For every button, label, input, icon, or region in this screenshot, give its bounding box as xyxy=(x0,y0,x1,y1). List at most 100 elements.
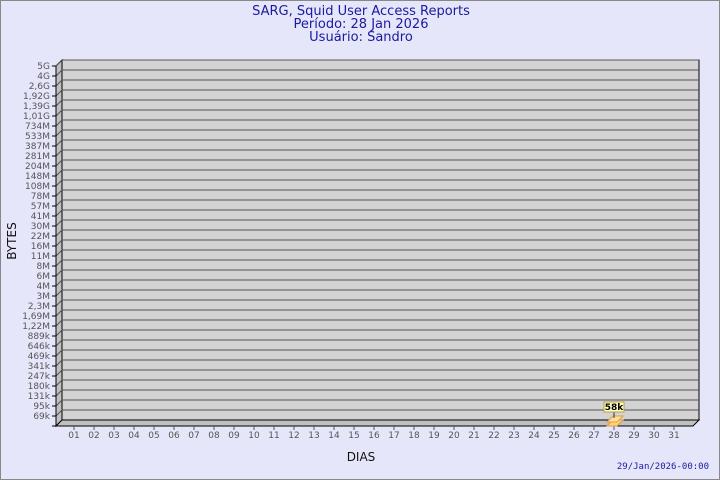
floor xyxy=(54,419,701,427)
gridline xyxy=(55,279,699,287)
x-tick-label: 07 xyxy=(188,431,199,441)
x-tick-label: 06 xyxy=(168,431,180,441)
gridline xyxy=(55,339,699,347)
gridline xyxy=(55,199,699,207)
y-tick-label: 4G xyxy=(37,72,50,82)
y-tick-label: 95k xyxy=(33,402,50,412)
y-axis-label: BYTES xyxy=(5,222,19,259)
y-tick-label: 533M xyxy=(25,132,50,142)
gridline xyxy=(55,229,699,237)
x-tick-label: 01 xyxy=(68,431,79,441)
x-tick-label: 04 xyxy=(128,431,140,441)
y-tick-label: 1,92G xyxy=(23,92,50,102)
gridline xyxy=(55,349,699,357)
x-tick-label: 30 xyxy=(648,431,660,441)
x-tick-label: 05 xyxy=(148,431,159,441)
y-tick-label: 69k xyxy=(33,412,50,422)
x-tick-label: 21 xyxy=(468,431,479,441)
y-tick-label: 2,6G xyxy=(29,82,50,92)
y-tick-label: 247k xyxy=(28,372,51,382)
y-tick-label: 4M xyxy=(37,282,51,292)
gridline xyxy=(55,329,699,337)
y-tick-label: 41M xyxy=(31,212,50,222)
x-tick-label: 19 xyxy=(428,431,440,441)
x-tick-label: 18 xyxy=(408,431,420,441)
y-tick-label: 2,3M xyxy=(28,302,50,312)
gridline xyxy=(55,189,699,197)
gridline xyxy=(55,359,699,367)
y-tick-label: 180k xyxy=(28,382,51,392)
gridline xyxy=(55,119,699,127)
y-tick-label: 108M xyxy=(25,182,50,192)
y-tick-label: 1,39G xyxy=(23,102,50,112)
gridline xyxy=(55,289,699,297)
gridline xyxy=(55,79,699,87)
gridline xyxy=(55,149,699,157)
y-tick-label: 1,69M xyxy=(22,312,50,322)
y-tick-label: 889k xyxy=(28,332,51,342)
gridline xyxy=(55,249,699,257)
gridline xyxy=(55,309,699,317)
x-tick-label: 24 xyxy=(528,431,540,441)
y-tick-label: 8M xyxy=(37,262,51,272)
x-tick-label: 28 xyxy=(608,431,620,441)
y-tick-label: 646k xyxy=(28,342,51,352)
chart-period: Período: 28 Jan 2026 xyxy=(293,17,429,32)
gridline xyxy=(55,59,699,67)
y-tick-label: 734M xyxy=(25,122,50,132)
y-tick-label: 5G xyxy=(37,62,50,72)
gridline xyxy=(55,99,699,107)
gridline xyxy=(55,69,699,77)
gridline xyxy=(55,259,699,267)
bar-top-28 xyxy=(605,415,625,423)
gridline xyxy=(55,89,699,97)
x-tick-label: 16 xyxy=(368,431,380,441)
chart-user: Usuário: Sandro xyxy=(309,30,413,45)
data-label: 58k xyxy=(605,403,625,413)
y-tick-label: 1,22M xyxy=(22,322,50,332)
y-tick-label: 341k xyxy=(28,362,51,372)
y-tick-label: 30M xyxy=(31,222,50,232)
gridline xyxy=(55,169,699,177)
gridline xyxy=(55,399,699,407)
gridline xyxy=(55,409,699,417)
x-tick-label: 02 xyxy=(88,431,99,441)
x-tick-label: 10 xyxy=(248,431,260,441)
gridline xyxy=(55,369,699,377)
y-tick-label: 78M xyxy=(31,192,50,202)
gridline xyxy=(55,159,699,167)
y-tick-label: 387M xyxy=(25,142,50,152)
x-tick-label: 29 xyxy=(628,431,640,441)
x-tick-label: 15 xyxy=(348,431,359,441)
y-tick-label: 469k xyxy=(28,352,51,362)
chart-title: SARG, Squid User Access Reports xyxy=(252,4,470,19)
gridline xyxy=(55,319,699,327)
x-tick-label: 22 xyxy=(488,431,499,441)
data-label-box xyxy=(603,401,625,413)
timestamp: 29/Jan/2026-00:00 xyxy=(616,462,709,472)
y-tick-label: 148M xyxy=(25,172,50,182)
y-tick-label: 6M xyxy=(37,272,51,282)
gridline xyxy=(55,389,699,397)
gridline xyxy=(55,269,699,277)
x-tick-label: 09 xyxy=(228,431,240,441)
y-tick-label: 11M xyxy=(31,252,50,262)
x-tick-label: 11 xyxy=(268,431,279,441)
y-tick-label: 3M xyxy=(37,292,51,302)
x-tick-label: 03 xyxy=(108,431,119,441)
x-tick-label: 25 xyxy=(548,431,559,441)
x-tick-label: 20 xyxy=(448,431,460,441)
y-tick-label: 204M xyxy=(25,162,50,172)
gridline xyxy=(55,139,699,147)
gridline xyxy=(55,179,699,187)
gridline xyxy=(55,209,699,217)
gridline xyxy=(55,239,699,247)
x-tick-label: 27 xyxy=(588,431,599,441)
gridline xyxy=(55,109,699,117)
x-tick-label: 26 xyxy=(568,431,580,441)
gridline xyxy=(55,299,699,307)
y-tick-label: 57M xyxy=(31,202,50,212)
x-tick-label: 12 xyxy=(288,431,299,441)
